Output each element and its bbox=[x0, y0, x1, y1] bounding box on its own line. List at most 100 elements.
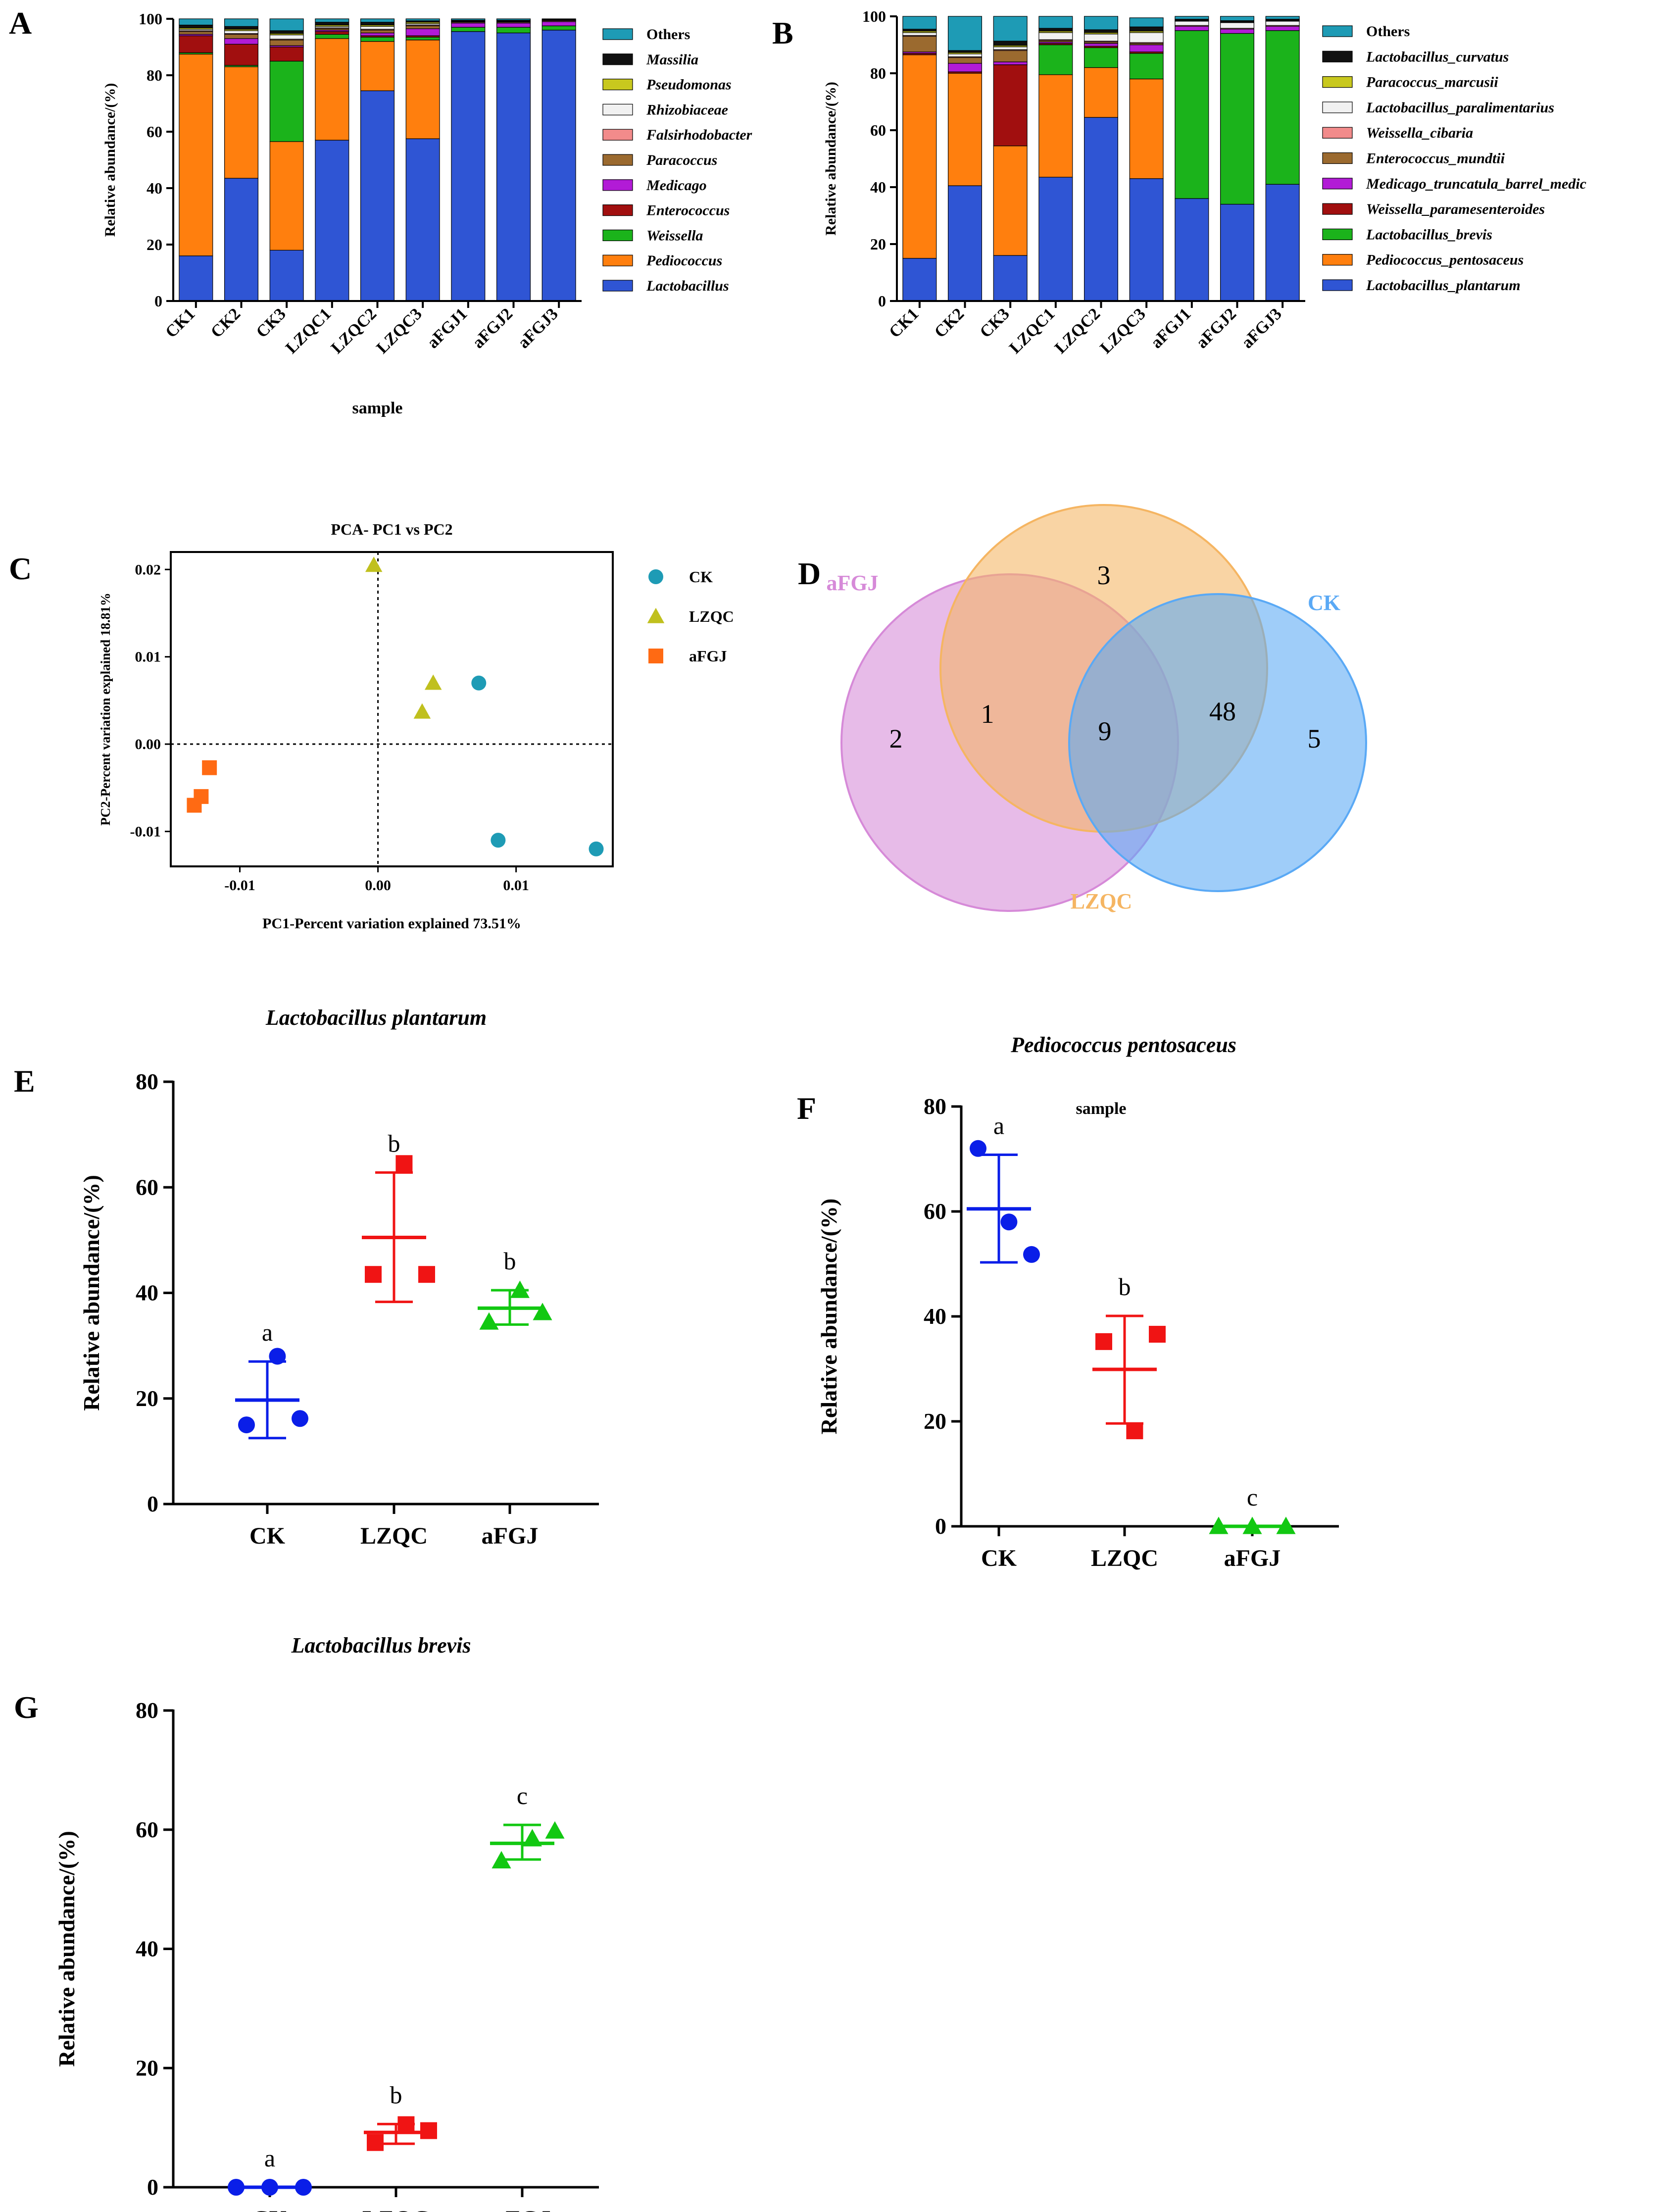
y-tick-label: 0.00 bbox=[135, 736, 161, 753]
data-point bbox=[413, 703, 431, 719]
stacked-bar-segment bbox=[1175, 21, 1209, 26]
stacked-bar-segment bbox=[451, 27, 486, 32]
y-tick-label: 0 bbox=[147, 2174, 158, 2200]
data-point bbox=[1023, 1246, 1040, 1263]
x-tick-label: CK1 bbox=[162, 304, 198, 341]
legend-swatch bbox=[602, 79, 633, 91]
stacked-bar-segment bbox=[1129, 26, 1164, 32]
data-point bbox=[1276, 1516, 1296, 1534]
panel-a: A CK1 CK2 CK3LZQC1LZQC2LZQC3aFGJ1aFGJ2aFGJ3… bbox=[9, 5, 752, 417]
data-point bbox=[1242, 1516, 1262, 1534]
x-tick-label: CK bbox=[252, 2206, 288, 2212]
stacked-bar-segment bbox=[1265, 16, 1300, 20]
legend-label: Enterococcus bbox=[646, 202, 730, 219]
stacked-bar-segment bbox=[1265, 26, 1300, 31]
stacked-bar-segment bbox=[269, 60, 304, 142]
x-tick-label: LZQC2 bbox=[1051, 304, 1104, 357]
data-point bbox=[187, 798, 202, 813]
venn-region-count: 2 bbox=[889, 724, 903, 754]
stacked-bar-segment bbox=[451, 22, 486, 28]
significance-letter: b bbox=[504, 1247, 516, 1275]
legend-swatch bbox=[602, 28, 633, 40]
legend-label: Paracoccus bbox=[646, 152, 717, 168]
data-point bbox=[228, 2179, 245, 2196]
x-axis-title: sample bbox=[1076, 1100, 1127, 1118]
stacked-bar-segment bbox=[1083, 29, 1119, 33]
panel-letter: B bbox=[772, 15, 793, 50]
venn-region-count: 48 bbox=[1209, 697, 1236, 726]
data-point bbox=[397, 2116, 415, 2133]
y-tick-label: 80 bbox=[136, 1069, 158, 1094]
y-tick-label: 60 bbox=[147, 123, 162, 141]
legend-swatch bbox=[602, 280, 633, 292]
x-tick-label: aFGJ1 bbox=[424, 304, 471, 352]
data-point bbox=[365, 1266, 382, 1283]
legend-label: Falsirhodobacter bbox=[646, 127, 752, 143]
stacked-bar-segment bbox=[269, 141, 304, 251]
stacked-bar-segment bbox=[224, 18, 259, 27]
stacked-bar-segment bbox=[542, 25, 576, 31]
y-tick-label: 40 bbox=[870, 178, 886, 196]
stacked-bar-segment bbox=[360, 90, 395, 302]
stacked-bar-segment bbox=[947, 73, 983, 186]
legend-swatch bbox=[1322, 228, 1353, 240]
stacked-bar-segment bbox=[1175, 198, 1209, 302]
y-axis-title: Relative abundance/(%) bbox=[823, 82, 839, 236]
x-tick-label: -0.01 bbox=[224, 877, 255, 894]
y-tick-label: -0.01 bbox=[130, 823, 161, 840]
x-tick-label: LZQC2 bbox=[328, 304, 380, 357]
stacked-bar-segment bbox=[993, 255, 1028, 302]
y-tick-label: 0 bbox=[147, 1491, 158, 1516]
stacked-bar-segment bbox=[179, 24, 213, 28]
stacked-bar-segment bbox=[947, 63, 983, 72]
stacked-bar-segment bbox=[1083, 117, 1119, 302]
x-tick-label: CK1 bbox=[886, 304, 922, 341]
legend-label: Massilia bbox=[646, 51, 698, 68]
stacked-bar-segment bbox=[1129, 53, 1164, 80]
significance-letter: a bbox=[264, 2144, 275, 2172]
y-tick-label: 20 bbox=[136, 1386, 158, 1411]
stacked-bar-segment bbox=[269, 18, 304, 31]
stacked-bar-segment bbox=[993, 16, 1028, 42]
stacked-bar-segment bbox=[947, 185, 983, 302]
legend-marker bbox=[647, 607, 665, 623]
x-tick-label: aFGJ3 bbox=[1238, 304, 1285, 352]
y-tick-label: 0.02 bbox=[135, 561, 161, 578]
significance-letter: c bbox=[1247, 1483, 1258, 1511]
stacked-bar-segment bbox=[1038, 32, 1073, 40]
legend-swatch bbox=[1322, 178, 1353, 190]
stacked-bar-segment bbox=[947, 57, 983, 64]
y-tick-label: 100 bbox=[139, 10, 162, 28]
significance-letter: b bbox=[388, 1129, 400, 1157]
data-point bbox=[1149, 1326, 1166, 1343]
stacked-bar-segment bbox=[360, 41, 395, 91]
data-point bbox=[545, 1821, 565, 1839]
stacked-bar-segment bbox=[1038, 28, 1073, 32]
legend-label: Medicago_truncatula_barrel_medic bbox=[1366, 176, 1586, 192]
venn-region-count: 5 bbox=[1308, 724, 1321, 754]
stacked-bar-segment bbox=[224, 66, 259, 179]
legend-label: Weissella bbox=[646, 227, 703, 244]
legend-label: Rhizobiaceae bbox=[646, 101, 728, 118]
stacked-bar-segment bbox=[315, 18, 349, 23]
data-point bbox=[491, 833, 506, 848]
stacked-bar-segment bbox=[496, 27, 531, 34]
x-tick-label: CK2 bbox=[207, 304, 244, 341]
stacked-bar-segment bbox=[542, 18, 576, 20]
stacked-bar-segment bbox=[360, 30, 395, 34]
x-tick-label: aFGJ bbox=[482, 1523, 539, 1549]
y-tick-label: 40 bbox=[136, 1936, 158, 1961]
data-point bbox=[471, 675, 487, 691]
stacked-bar-segment bbox=[224, 178, 259, 302]
y-tick-label: 40 bbox=[136, 1280, 158, 1306]
stacked-bar-segment bbox=[360, 26, 395, 30]
stacked-bar-segment bbox=[1265, 21, 1300, 26]
data-point bbox=[492, 1851, 511, 1868]
x-tick-label: aFGJ2 bbox=[469, 304, 517, 352]
stacked-bar-segment bbox=[360, 22, 395, 26]
stacked-bar-segment bbox=[360, 32, 395, 36]
x-axis-title: PC1-Percent variation explained 73.51% bbox=[262, 915, 521, 932]
